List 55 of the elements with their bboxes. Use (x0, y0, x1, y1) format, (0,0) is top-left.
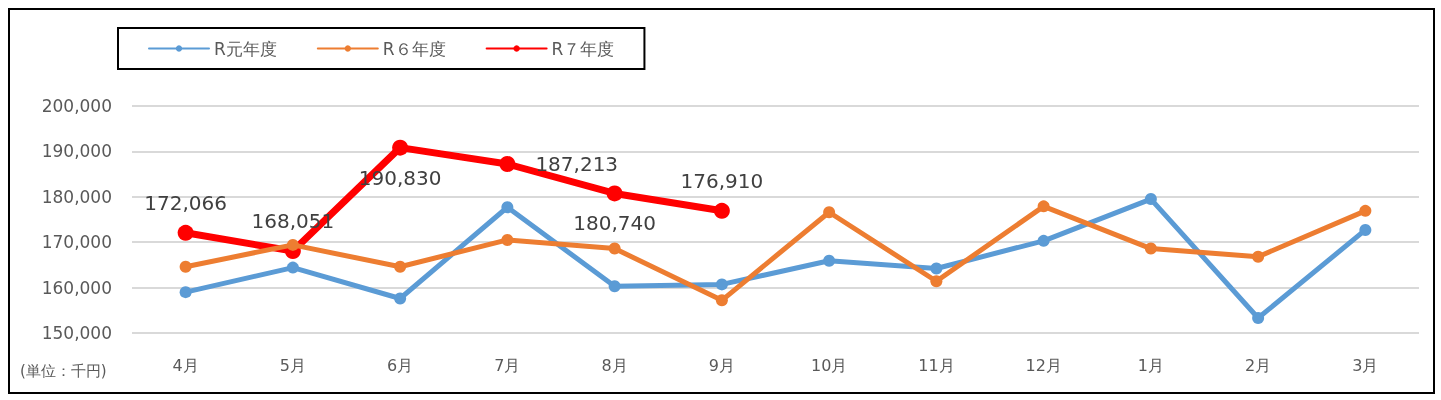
point (1144, 242, 1157, 255)
x-tick-label: 8月 (601, 355, 628, 375)
legend-label: R７年度 (551, 38, 615, 59)
x-tick-label: 9月 (708, 355, 735, 375)
point (606, 185, 623, 202)
point (713, 202, 730, 219)
point (179, 260, 192, 273)
x-tick-label: 2月 (1245, 355, 1272, 375)
point (179, 286, 192, 299)
data-label: 180,740 (573, 211, 656, 236)
x-tick-label: 3月 (1352, 355, 1379, 375)
point (392, 139, 409, 156)
point (1144, 193, 1157, 206)
point (715, 278, 728, 291)
point (823, 206, 836, 219)
point (286, 261, 299, 274)
text: (単位：千円) (20, 361, 107, 380)
data-label: 176,910 (680, 168, 764, 193)
y-tick-label: 150,000 (41, 323, 112, 343)
point (608, 280, 621, 293)
point (930, 262, 943, 275)
legend-label: R元年度 (214, 38, 277, 59)
y-tick-label: 160,000 (41, 277, 112, 298)
y-tick-label: 170,000 (41, 232, 112, 253)
point (501, 233, 514, 246)
point (608, 242, 621, 255)
data-label: 172,066 (144, 190, 227, 215)
point (499, 156, 516, 173)
point (823, 254, 836, 267)
x-tick-label: 4月 (172, 355, 199, 375)
point (1359, 204, 1372, 217)
point (1037, 200, 1050, 213)
y-tick-label: 180,000 (41, 186, 112, 207)
point (394, 260, 407, 273)
point (1037, 234, 1050, 247)
x-tick-label: 6月 (387, 355, 414, 375)
point (930, 275, 943, 288)
y-tick-label: 190,000 (41, 141, 112, 162)
x-tick-label: 7月 (494, 355, 521, 375)
point (286, 238, 299, 251)
data-label: 187,213 (535, 152, 619, 177)
x-tick-label: 11月 (918, 355, 955, 375)
point (1252, 250, 1265, 263)
x-tick-label: 5月 (279, 355, 306, 375)
point (715, 294, 728, 307)
x-tick-label: 1月 (1137, 355, 1164, 375)
point (177, 224, 194, 241)
point (394, 292, 407, 305)
point (501, 201, 514, 214)
y-tick-label: 200,000 (41, 96, 112, 116)
x-tick-label: 10月 (810, 355, 848, 375)
legend-label: R６年度 (382, 38, 446, 59)
x-tick-label: 12月 (1025, 355, 1062, 375)
point (1252, 312, 1265, 325)
point (1359, 223, 1372, 236)
